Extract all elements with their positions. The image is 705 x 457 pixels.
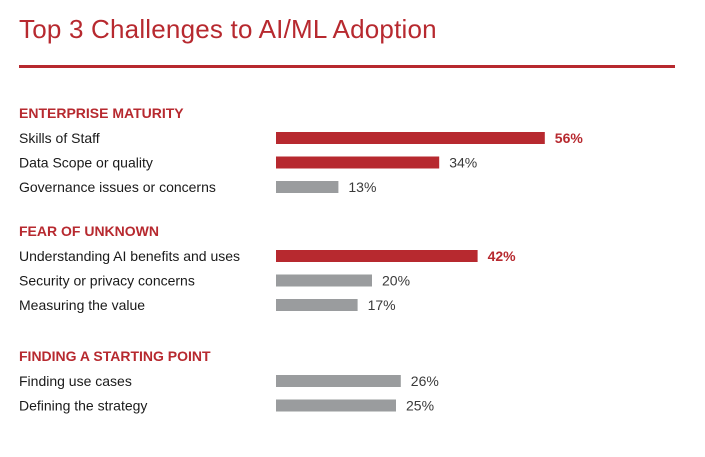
bar xyxy=(276,156,440,169)
bar-label: Data Scope or quality xyxy=(19,155,153,171)
group-heading: FINDING A STARTING POINT xyxy=(19,348,211,364)
bar-value-label: 25% xyxy=(406,398,434,414)
group-heading: FEAR OF UNKNOWN xyxy=(19,223,159,239)
bar-value-label: 56% xyxy=(555,130,584,146)
bar xyxy=(276,399,396,412)
bar-value-label: 13% xyxy=(348,179,376,195)
bar-label: Understanding AI benefits and uses xyxy=(19,248,240,264)
bar-label: Finding use cases xyxy=(19,373,132,389)
bar-value-label: 26% xyxy=(411,373,439,389)
bar-value-label: 34% xyxy=(449,155,477,171)
bar xyxy=(276,299,358,311)
group-heading: ENTERPRISE MATURITY xyxy=(19,105,184,121)
bar xyxy=(276,181,339,193)
bar-label: Measuring the value xyxy=(19,297,145,313)
bar-label: Defining the strategy xyxy=(19,398,147,414)
bar-label: Security or privacy concerns xyxy=(19,273,195,289)
bar xyxy=(276,132,545,144)
bar xyxy=(276,375,401,387)
bar-value-label: 17% xyxy=(368,297,396,313)
bar-value-label: 42% xyxy=(488,248,517,264)
bar-label: Governance issues or concerns xyxy=(19,179,216,195)
title-divider xyxy=(19,65,675,68)
bar xyxy=(276,250,478,262)
chart-title: Top 3 Challenges to AI/ML Adoption xyxy=(19,14,437,44)
bar xyxy=(276,274,372,287)
bar-label: Skills of Staff xyxy=(19,130,100,146)
bar-value-label: 20% xyxy=(382,273,410,289)
